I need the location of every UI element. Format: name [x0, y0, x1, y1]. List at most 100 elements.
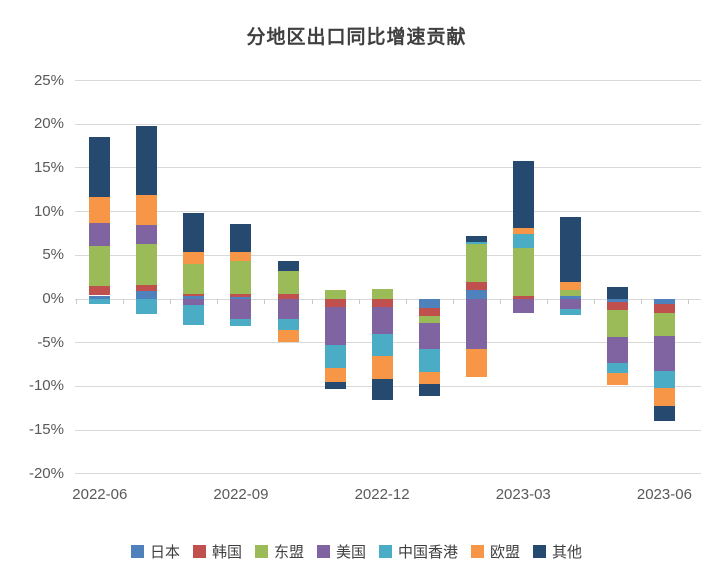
- bar-segment-us: [136, 225, 158, 245]
- bar-segment-eu: [465, 348, 487, 377]
- y-axis-label: 20%: [33, 115, 64, 133]
- bar-segment-other: [136, 126, 158, 196]
- bar-segment-asean: [136, 244, 158, 286]
- bar-segment-us: [465, 299, 487, 349]
- legend-item-japan: 日本: [130, 541, 180, 562]
- bar-segment-asean: [277, 271, 299, 294]
- bar-segment-japan: [559, 295, 581, 299]
- bar-segment-us: [324, 306, 346, 345]
- bar-segment-korea: [324, 299, 346, 307]
- bar-segment-korea: [606, 301, 628, 310]
- bar-segment-other: [324, 382, 346, 389]
- gridline: [75, 80, 701, 81]
- bar-segment-hongkong: [277, 319, 299, 331]
- y-axis-label: 10%: [33, 202, 64, 220]
- bar-segment-korea: [183, 293, 205, 297]
- legend-label: 韩国: [211, 544, 242, 561]
- y-axis-label: 25%: [33, 71, 64, 89]
- bar-segment-eu: [136, 195, 158, 226]
- bar-segment-japan: [606, 299, 628, 302]
- axis-tick: [546, 299, 548, 304]
- bar-segment-other: [465, 235, 487, 242]
- legend-swatch-us: [316, 545, 330, 558]
- axis-tick: [405, 299, 407, 304]
- bar-segment-eu: [324, 368, 346, 383]
- legend: 日本 韩国 东盟 美国 中国香港 欧盟 其他: [0, 541, 713, 562]
- bar-segment-eu: [89, 196, 111, 223]
- legend-label: 日本: [149, 544, 180, 561]
- bar-segment-hongkong: [230, 319, 252, 326]
- bar-segment-us: [606, 336, 628, 364]
- bar-segment-asean: [371, 289, 393, 299]
- bar-segment-eu: [653, 387, 675, 407]
- axis-tick: [687, 299, 689, 304]
- x-axis-label: 2022-06: [72, 486, 128, 503]
- bar-segment-asean: [653, 312, 675, 337]
- bar-segment-other: [183, 213, 205, 252]
- bar-segment-hongkong: [183, 305, 205, 326]
- legend-label: 美国: [335, 544, 366, 561]
- bar-segment-asean: [89, 245, 111, 286]
- axis-tick: [593, 299, 595, 304]
- axis-tick: [123, 299, 125, 304]
- bar-segment-asean: [465, 244, 487, 283]
- bar-segment-us: [277, 299, 299, 320]
- bar-segment-eu: [559, 281, 581, 290]
- bar-segment-eu: [418, 372, 440, 385]
- bar-segment-other: [653, 406, 675, 421]
- gridline: [75, 123, 701, 125]
- bar-segment-korea: [512, 295, 534, 299]
- bar-segment-hongkong: [324, 344, 346, 369]
- x-axis-label: 2022-12: [354, 486, 410, 503]
- bar-segment-japan: [418, 299, 440, 309]
- bar-segment-korea: [230, 293, 252, 298]
- y-axis-label: -15%: [28, 421, 64, 439]
- legend-item-asean: 东盟: [254, 541, 304, 562]
- bar-segment-hongkong: [653, 371, 675, 388]
- gridline: [75, 167, 701, 169]
- bar-segment-japan: [136, 291, 158, 299]
- bar-segment-us: [512, 299, 534, 314]
- axis-tick: [452, 299, 454, 304]
- bar-segment-japan: [89, 295, 111, 299]
- y-axis-label: 15%: [33, 158, 64, 176]
- legend-label: 欧盟: [490, 544, 521, 561]
- bar-segment-japan: [183, 296, 205, 299]
- legend-swatch-korea: [192, 545, 206, 558]
- bar-segment-other: [418, 384, 440, 396]
- bar-segment-eu: [230, 251, 252, 262]
- bar-segment-hongkong: [465, 241, 487, 245]
- axis-tick: [358, 299, 360, 304]
- bar-segment-us: [371, 306, 393, 334]
- y-axis-label: -5%: [37, 333, 64, 351]
- bar-segment-hongkong: [559, 309, 581, 315]
- bar-segment-hongkong: [136, 299, 158, 314]
- bar-segment-hongkong: [512, 234, 534, 249]
- y-axis-label: -20%: [28, 464, 64, 482]
- legend-label: 中国香港: [398, 544, 459, 561]
- bar-segment-japan: [230, 297, 252, 299]
- bar-segment-us: [418, 323, 440, 350]
- axis-tick: [170, 299, 172, 304]
- legend-label: 其他: [552, 544, 583, 561]
- bar-segment-other: [277, 261, 299, 272]
- bar-segment-eu: [277, 330, 299, 343]
- bar-segment-us: [230, 299, 252, 320]
- bar-segment-us: [183, 299, 205, 306]
- bar-segment-korea: [418, 308, 440, 316]
- bar-segment-eu: [606, 373, 628, 386]
- bar-segment-korea: [371, 299, 393, 307]
- bar-segment-other: [230, 223, 252, 252]
- bar-segment-hongkong: [371, 333, 393, 357]
- bar-segment-asean: [183, 264, 205, 294]
- bar-segment-japan: [653, 299, 675, 305]
- bar-segment-asean: [324, 290, 346, 299]
- bar-segment-eu: [371, 356, 393, 379]
- legend-item-other: 其他: [533, 541, 582, 562]
- axis-tick: [217, 299, 219, 304]
- bar-segment-korea: [277, 293, 299, 299]
- bar-segment-hongkong: [418, 349, 440, 373]
- gridline: [75, 429, 701, 431]
